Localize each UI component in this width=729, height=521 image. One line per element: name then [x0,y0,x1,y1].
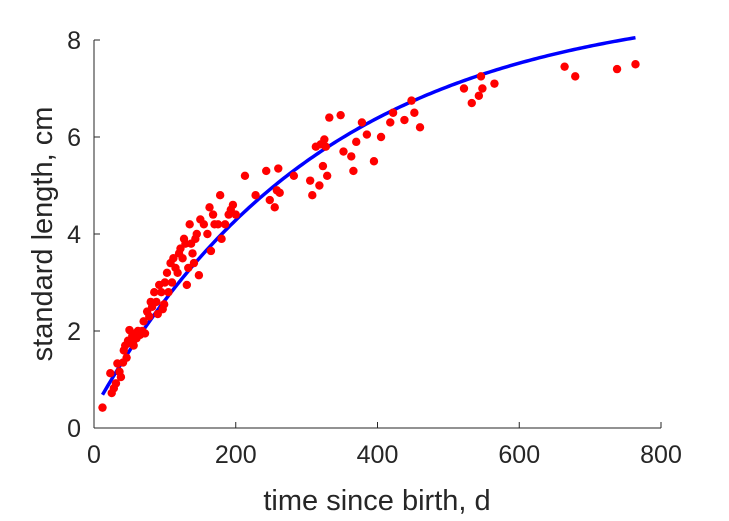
data-point [98,403,107,412]
data-point [560,62,569,71]
data-point [400,115,409,125]
data-point [357,118,367,127]
data-point [111,379,121,388]
data-point [275,188,284,197]
data-point [410,108,419,117]
data-point [184,263,193,273]
data-point [192,229,201,239]
data-point [199,220,209,229]
data-points-layer [98,60,640,412]
data-point [318,161,328,171]
data-point [203,229,212,239]
data-point [129,341,138,350]
x-tick-label: 400 [357,441,399,469]
data-point [274,164,283,173]
x-tick-labels: 0 200 400 600 800 [87,441,682,469]
data-point [228,200,238,210]
data-point [208,210,218,219]
data-point [474,91,484,100]
y-tick-label: 2 [67,318,81,346]
data-point [188,249,197,258]
data-point [152,297,161,307]
data-point [251,191,260,200]
data-point [220,220,230,229]
data-point [150,288,159,297]
data-point [305,176,315,185]
data-point [157,288,166,297]
data-point [407,96,416,105]
x-tick-label: 200 [215,441,257,469]
data-point [631,60,640,69]
data-point [162,268,172,277]
data-point [140,329,150,338]
y-tick-labels: 0 2 4 6 8 [67,27,81,443]
y-axis-label: standard length, cm [27,107,59,362]
data-point [349,166,358,176]
y-tick-label: 4 [67,221,81,249]
data-point [262,166,271,176]
data-point [240,171,250,180]
data-point [336,110,345,120]
data-point [213,220,223,229]
data-point [339,147,348,156]
data-point [182,280,192,290]
data-point [189,258,199,268]
data-point [369,157,379,166]
data-point [139,317,148,326]
data-point [325,113,334,122]
data-point [159,300,169,309]
data-point [322,171,332,180]
data-point [315,181,324,190]
x-tick-label: 0 [87,441,101,469]
plot-background [94,40,661,428]
data-point [194,271,204,280]
data-point [352,137,361,147]
data-point [145,312,154,321]
data-point [217,234,226,244]
data-point [270,203,279,212]
data-point [362,130,372,139]
data-point [347,152,356,161]
data-point [490,79,499,88]
data-point [106,368,115,378]
data-point [185,220,194,229]
data-point [178,254,187,263]
data-point [612,64,622,74]
x-tick-label: 800 [640,441,682,469]
data-point [376,132,386,142]
data-point [478,84,487,93]
data-point [116,372,126,382]
data-point [169,254,178,263]
data-point [205,203,214,212]
data-point [571,72,580,81]
data-point [173,268,182,277]
data-point [476,72,486,81]
data-point [308,191,317,200]
data-point [459,84,469,93]
data-point [321,142,330,151]
data-point [289,171,299,180]
data-point [167,278,177,287]
data-point [467,98,476,108]
data-point [388,108,398,117]
data-point [415,123,425,132]
x-tick-label: 600 [498,441,540,469]
data-point [122,353,131,362]
y-tick-label: 6 [67,124,81,152]
x-axis-label: time since birth, d [263,485,490,517]
data-point [265,195,274,205]
axes [93,39,662,429]
data-point [231,210,240,219]
y-tick-label: 0 [67,415,81,443]
data-point [386,118,395,127]
y-tick-label: 8 [67,27,81,55]
data-point [164,288,173,297]
data-point [160,278,170,287]
data-point [206,246,216,256]
data-point [215,191,225,200]
data-point [320,135,329,144]
